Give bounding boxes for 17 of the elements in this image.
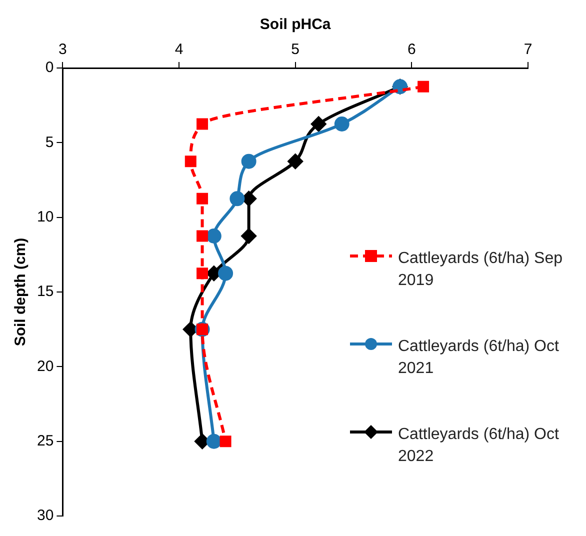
x-tick-label: 5	[291, 41, 300, 58]
legend-label: Cattleyards (6t/ha) Oct 2021	[398, 337, 560, 379]
y-tick-label: 20	[36, 358, 54, 375]
y-tick-label: 30	[36, 507, 54, 524]
legend-label: Cattleyards (6t/ha) Oct 2022	[398, 425, 560, 467]
x-tick-label: 3	[58, 41, 67, 58]
y-axis-title: Soil depth (cm)	[12, 238, 30, 346]
legend-label: Cattleyards (6t/ha) Sep 2019	[398, 249, 564, 291]
x-axis-title: Soil pHCa	[260, 16, 332, 34]
y-tick-label: 5	[45, 134, 54, 151]
x-tick-label: 4	[174, 41, 184, 58]
x-tick-label: 6	[408, 41, 416, 58]
y-tick-label: 10	[36, 208, 54, 226]
y-tick-label: 25	[36, 432, 54, 450]
y-tick-label: 15	[36, 283, 54, 300]
x-tick-label: 7	[524, 41, 532, 58]
y-tick-label: 0	[45, 59, 54, 76]
